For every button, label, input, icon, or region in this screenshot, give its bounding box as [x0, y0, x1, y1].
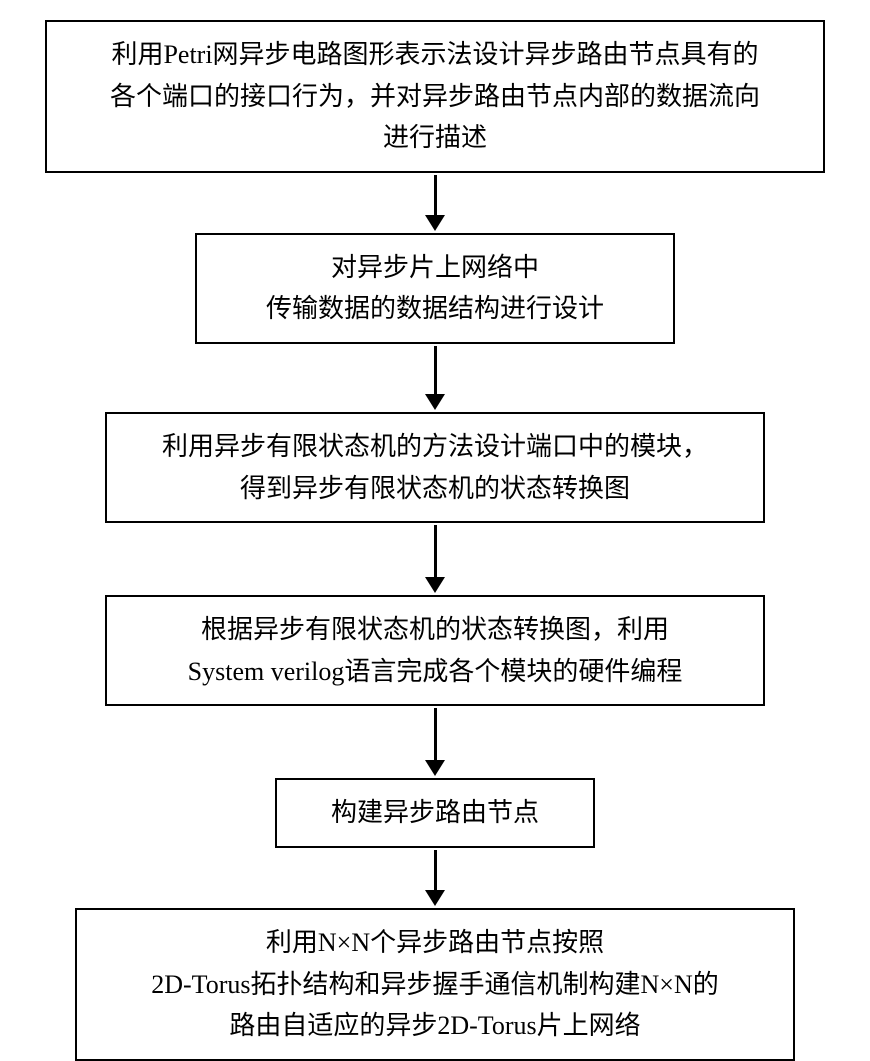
- arrow-line: [434, 850, 437, 890]
- arrow-head-icon: [425, 577, 445, 593]
- flowchart-step-4: 根据异步有限状态机的状态转换图，利用 System verilog语言完成各个模…: [105, 595, 765, 706]
- step-text-line: 利用Petri网异步电路图形表示法设计异步路由节点具有的: [65, 34, 805, 76]
- arrow-head-icon: [425, 760, 445, 776]
- arrow-line: [434, 525, 437, 577]
- step-text-line: 构建异步路由节点: [295, 792, 575, 834]
- flowchart-arrow: [425, 850, 445, 906]
- arrow-head-icon: [425, 890, 445, 906]
- arrow-line: [434, 708, 437, 760]
- arrow-head-icon: [425, 215, 445, 231]
- flowchart-step-2: 对异步片上网络中 传输数据的数据结构进行设计: [195, 233, 675, 344]
- flowchart-arrow: [425, 175, 445, 231]
- arrow-head-icon: [425, 394, 445, 410]
- step-text-line: 对异步片上网络中: [215, 247, 655, 289]
- step-text-line: 根据异步有限状态机的状态转换图，利用: [125, 609, 745, 651]
- flowchart-step-3: 利用异步有限状态机的方法设计端口中的模块， 得到异步有限状态机的状态转换图: [105, 412, 765, 523]
- step-text-line: 利用N×N个异步路由节点按照: [95, 922, 775, 964]
- step-text-line: 2D-Torus拓扑结构和异步握手通信机制构建N×N的: [95, 964, 775, 1006]
- step-text-line: 传输数据的数据结构进行设计: [215, 288, 655, 330]
- flowchart-step-5: 构建异步路由节点: [275, 778, 595, 848]
- step-text-line: 各个端口的接口行为，并对异步路由节点内部的数据流向: [65, 76, 805, 118]
- arrow-line: [434, 346, 437, 394]
- step-text-line: 进行描述: [65, 117, 805, 159]
- step-text-line: 利用异步有限状态机的方法设计端口中的模块，: [125, 426, 745, 468]
- flowchart-arrow: [425, 525, 445, 593]
- flowchart-step-6: 利用N×N个异步路由节点按照 2D-Torus拓扑结构和异步握手通信机制构建N×…: [75, 908, 795, 1061]
- step-text-line: 路由自适应的异步2D-Torus片上网络: [95, 1005, 775, 1047]
- step-text-line: System verilog语言完成各个模块的硬件编程: [125, 651, 745, 693]
- step-text-line: 得到异步有限状态机的状态转换图: [125, 468, 745, 510]
- arrow-line: [434, 175, 437, 215]
- flowchart-arrow: [425, 708, 445, 776]
- flowchart-container: 利用Petri网异步电路图形表示法设计异步路由节点具有的 各个端口的接口行为，并…: [0, 20, 870, 1061]
- flowchart-step-1: 利用Petri网异步电路图形表示法设计异步路由节点具有的 各个端口的接口行为，并…: [45, 20, 825, 173]
- flowchart-arrow: [425, 346, 445, 410]
